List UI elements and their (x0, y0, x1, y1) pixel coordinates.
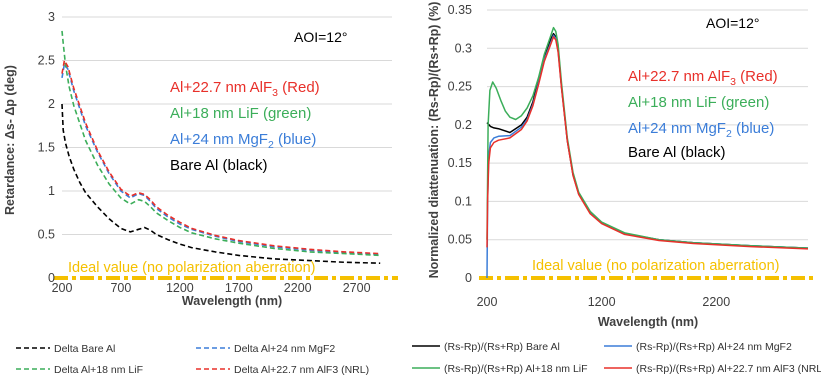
diattenuation-chart: 0 0.05 0.1 0.15 0.2 0.25 0.3 0.35 200 1200 2200 Wa… (427, 2, 814, 329)
diattenuation-aoi-label: AOI=12° (706, 15, 759, 31)
annotation-text: Al+24 nm MgF (170, 131, 268, 148)
retardance-y-tick-label: 1.5 (38, 141, 55, 155)
retardance-gridlines (62, 16, 392, 235)
legend-label: (Rs-Rp)/(Rs+Rp) Al+22.7 nm AlF3 (NRL) (636, 363, 821, 375)
annotation-subscript: 2 (268, 139, 274, 151)
retardance-y-tick-label: 2 (48, 97, 55, 111)
retardance-y-tick-label: 0 (48, 271, 55, 285)
retardance-y-tick-label: 3 (48, 10, 55, 24)
diattenuation-series-line-2 (486, 26, 809, 249)
diattenuation-y-axis-title: Normalized diattenuation: (Rs-Rp)/(Rs+Rp… (427, 2, 441, 279)
diattenuation-x-axis-title: Wavelength (nm) (598, 315, 698, 329)
diattenuation-annotation: Bare Al (black) (628, 144, 726, 161)
retardance-series-line-0 (61, 103, 381, 264)
legend-label: (Rs-Rp)/(Rs+Rp) Al+18 nm LiF (444, 363, 588, 375)
retardance-annotation: Bare Al (black) (170, 157, 268, 174)
diattenuation-series-line-3 (486, 36, 809, 250)
retardance-y-tick-label: 0.5 (38, 228, 55, 242)
annotation-subscript: 3 (730, 76, 736, 88)
diattenuation-y-tick-label: 0.1 (455, 194, 472, 208)
diattenuation-x-tick-label: 1200 (588, 295, 616, 309)
legend-label: (Rs-Rp)/(Rs+Rp) Bare Al (444, 341, 560, 353)
retardance-x-tick-label: 700 (110, 281, 131, 295)
retardance-annotation: Al+24 nm MgF2 (blue) (170, 131, 316, 151)
retardance-ideal-label: Ideal value (no polarization aberration) (68, 260, 315, 276)
retardance-x-tick-label: 200 (52, 281, 73, 295)
legend-label: Delta Al+22.7 nm AlF3 (NRL) (234, 364, 369, 376)
retardance-legend: Delta Bare Al Delta Al+24 nm MgF2 Delta Al… (16, 343, 369, 376)
annotation-text: Al+18 nm LiF (green) (170, 105, 311, 122)
legend-label: (Rs-Rp)/(Rs+Rp) Al+24 nm MgF2 (636, 341, 792, 353)
diattenuation-y-tick-label: 0.15 (448, 156, 472, 170)
retardance-series-line-1 (61, 63, 381, 256)
diattenuation-tick-labels: 0 0.05 0.1 0.15 0.2 0.25 0.3 0.35 200 1200 2200 (448, 3, 731, 309)
retardance-y-axis-title: Retardance: Δs- Δp (deg) (3, 65, 17, 215)
retardance-annotation: Al+18 nm LiF (green) (170, 105, 311, 122)
annotation-text: Al+18 nm LiF (green) (628, 94, 769, 111)
retardance-annotations: Al+22.7 nm AlF3 (Red) Al+18 nm LiF (green… (170, 79, 320, 174)
annotation-text: Al+22.7 nm AlF (170, 79, 272, 96)
diattenuation-series (486, 26, 809, 279)
diattenuation-ideal-label: Ideal value (no polarization aberration) (532, 258, 779, 274)
annotation-text: Al+22.7 nm AlF (628, 68, 730, 85)
diattenuation-y-tick-label: 0.3 (455, 41, 472, 55)
annotation-text-suffix: (blue) (732, 120, 775, 137)
annotation-text: Bare Al (black) (628, 144, 726, 161)
annotation-text: Bare Al (black) (170, 157, 268, 174)
annotation-subscript: 3 (272, 87, 278, 99)
legend-label: Delta Al+18 nm LiF (54, 364, 143, 376)
legend-label: Delta Bare Al (54, 343, 115, 355)
legend-label: Delta Al+24 nm MgF2 (234, 343, 335, 355)
diattenuation-y-tick-label: 0.2 (455, 118, 472, 132)
diattenuation-y-tick-label: 0.35 (448, 3, 472, 17)
diattenuation-annotation: Al+18 nm LiF (green) (628, 94, 769, 111)
retardance-x-tick-label: 1700 (225, 281, 253, 295)
retardance-tick-labels: 0 0.5 1 1.5 2 2.5 3 200 700 1200 1700 2200 2700 (38, 10, 371, 295)
diattenuation-y-tick-label: 0 (465, 271, 472, 285)
retardance-x-tick-label: 2700 (343, 281, 371, 295)
diattenuation-x-tick-label: 2200 (702, 295, 730, 309)
diattenuation-annotations: Al+22.7 nm AlF3 (Red) Al+18 nm LiF (green… (628, 68, 778, 161)
annotation-subscript: 2 (726, 128, 732, 140)
retardance-x-tick-label: 1200 (166, 281, 194, 295)
diattenuation-x-tick-label: 200 (477, 295, 498, 309)
retardance-y-tick-label: 1 (48, 184, 55, 198)
retardance-series (61, 30, 381, 264)
diattenuation-legend: (Rs-Rp)/(Rs+Rp) Bare Al (Rs-Rp)/(Rs+Rp) A… (412, 341, 821, 375)
diattenuation-series-line-0 (486, 32, 809, 249)
diattenuation-gridlines (487, 9, 808, 241)
annotation-text-suffix: (Red) (278, 79, 320, 96)
diattenuation-y-tick-label: 0.25 (448, 80, 472, 94)
retardance-x-tick-label: 2200 (284, 281, 312, 295)
retardance-x-axis-title: Wavelength (nm) (182, 294, 282, 308)
retardance-series-line-3 (61, 59, 381, 255)
retardance-annotation: Al+22.7 nm AlF3 (Red) (170, 79, 320, 99)
retardance-series-line-2 (61, 30, 381, 257)
diattenuation-y-tick-label: 0.05 (448, 233, 472, 247)
diattenuation-annotation: Al+24 nm MgF2 (blue) (628, 120, 774, 140)
annotation-text: Al+24 nm MgF (628, 120, 726, 137)
retardance-chart: 0 0.5 1 1.5 2 2.5 3 200 700 1200 1700 2200 2700 Wave… (3, 10, 398, 308)
annotation-text-suffix: (Red) (736, 68, 778, 85)
diattenuation-annotation: Al+22.7 nm AlF3 (Red) (628, 68, 778, 88)
annotation-text-suffix: (blue) (274, 131, 317, 148)
retardance-y-tick-label: 2.5 (38, 54, 55, 68)
retardance-aoi-label: AOI=12° (294, 29, 347, 45)
